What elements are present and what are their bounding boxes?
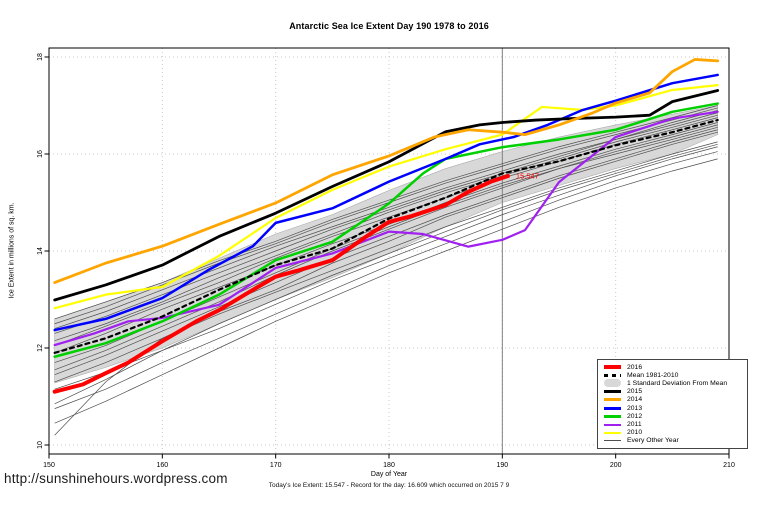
y-tick-label-18: 18 (37, 53, 44, 61)
other-year-line-11 (54, 151, 718, 409)
x-tick-label-210: 210 (723, 462, 735, 469)
legend-row-1: Mean 1981-2010 (604, 371, 742, 379)
x-tick-label-170: 170 (270, 462, 282, 469)
series-mean-1981-2010-line (53, 118, 719, 354)
other-year-line-14 (54, 146, 718, 390)
legend-swatch-2013 (604, 406, 621, 410)
y-axis-title: Ice Extent in millions of sq. km. (8, 202, 16, 299)
series-2015-line (53, 89, 720, 302)
chart-title: Antarctic Sea Ice Extent Day 190 1978 to… (289, 21, 489, 31)
legend-label-2012: 2012 (627, 412, 643, 420)
legend-swatch-2014 (604, 398, 621, 402)
legend-swatch-2016 (604, 365, 621, 369)
legend-swatch-2011 (604, 423, 621, 426)
legend-row-7: 2011 (604, 421, 742, 429)
legend-swatch-2010 (604, 431, 621, 434)
legend-box: 2016 Mean 1981-2010 1 Standard Deviation F… (597, 359, 748, 449)
y-tick-label-16: 16 (37, 150, 44, 158)
y-tick-label-12: 12 (37, 344, 44, 352)
other-year-line-3 (54, 114, 718, 342)
other-year-line-4 (54, 122, 718, 354)
legend-label-mean-1981-2010: Mean 1981-2010 (627, 371, 679, 379)
x-tick-label-200: 200 (610, 462, 622, 469)
x-axis-title: Day of Year (370, 471, 408, 478)
legend-swatch-2012 (604, 414, 621, 418)
series-2016-line (52, 173, 510, 394)
legend-row-3: 2015 (604, 388, 742, 396)
legend-label-2010: 2010 (627, 429, 643, 437)
series-2014-line (53, 58, 720, 284)
other-year-line-9 (54, 110, 718, 334)
legend-label-2013: 2013 (627, 404, 643, 412)
legend-row-2: 1 Standard Deviation From Mean (604, 379, 742, 388)
legend-swatch-1-standard-deviation-from-mean (604, 379, 621, 388)
y-tick-label-10: 10 (37, 441, 44, 449)
std-dev-band (54, 105, 718, 384)
other-year-line-0 (54, 124, 718, 371)
today-extent-label: 15.547 (516, 171, 539, 180)
other-year-line-5 (54, 105, 718, 320)
legend-row-8: 2010 (604, 429, 742, 437)
legend-label-every-other-year: Every Other Year (627, 437, 679, 445)
other-year-line-12 (54, 158, 718, 424)
legend-row-9: Every Other Year (604, 437, 742, 445)
series-2013-line (53, 73, 719, 332)
legend-label-2014: 2014 (627, 396, 643, 404)
legend-row-4: 2014 (604, 396, 742, 404)
legend-label-1-standard-deviation-from-mean: 1 Standard Deviation From Mean (627, 379, 728, 387)
x-tick-label-190: 190 (496, 462, 508, 469)
y-tick-label-14: 14 (37, 247, 44, 255)
series-2012-line (53, 102, 719, 358)
other-year-line-13 (54, 141, 718, 436)
legend-label-2015: 2015 (627, 388, 643, 396)
legend-swatch-every-other-year (604, 440, 621, 442)
legend-row-6: 2012 (604, 412, 742, 420)
footer-url: http://sunshinehours.wordpress.com (4, 471, 228, 486)
legend-label-2016: 2016 (627, 363, 643, 371)
x-tick-label-150: 150 (43, 462, 55, 469)
legend-row-0: 2016 (604, 363, 742, 371)
legend-swatch-2015 (604, 390, 621, 394)
x-tick-label-160: 160 (156, 462, 168, 469)
chart-footnote: Today's Ice Extent: 15.547 - Record for … (268, 482, 510, 489)
series-2011-line (53, 110, 719, 347)
legend-row-5: 2013 (604, 404, 742, 412)
x-tick-label-180: 180 (383, 462, 395, 469)
legend-swatch-mean-1981-2010 (604, 373, 621, 377)
other-year-line-8 (54, 129, 718, 376)
legend-label-2011: 2011 (627, 421, 642, 429)
